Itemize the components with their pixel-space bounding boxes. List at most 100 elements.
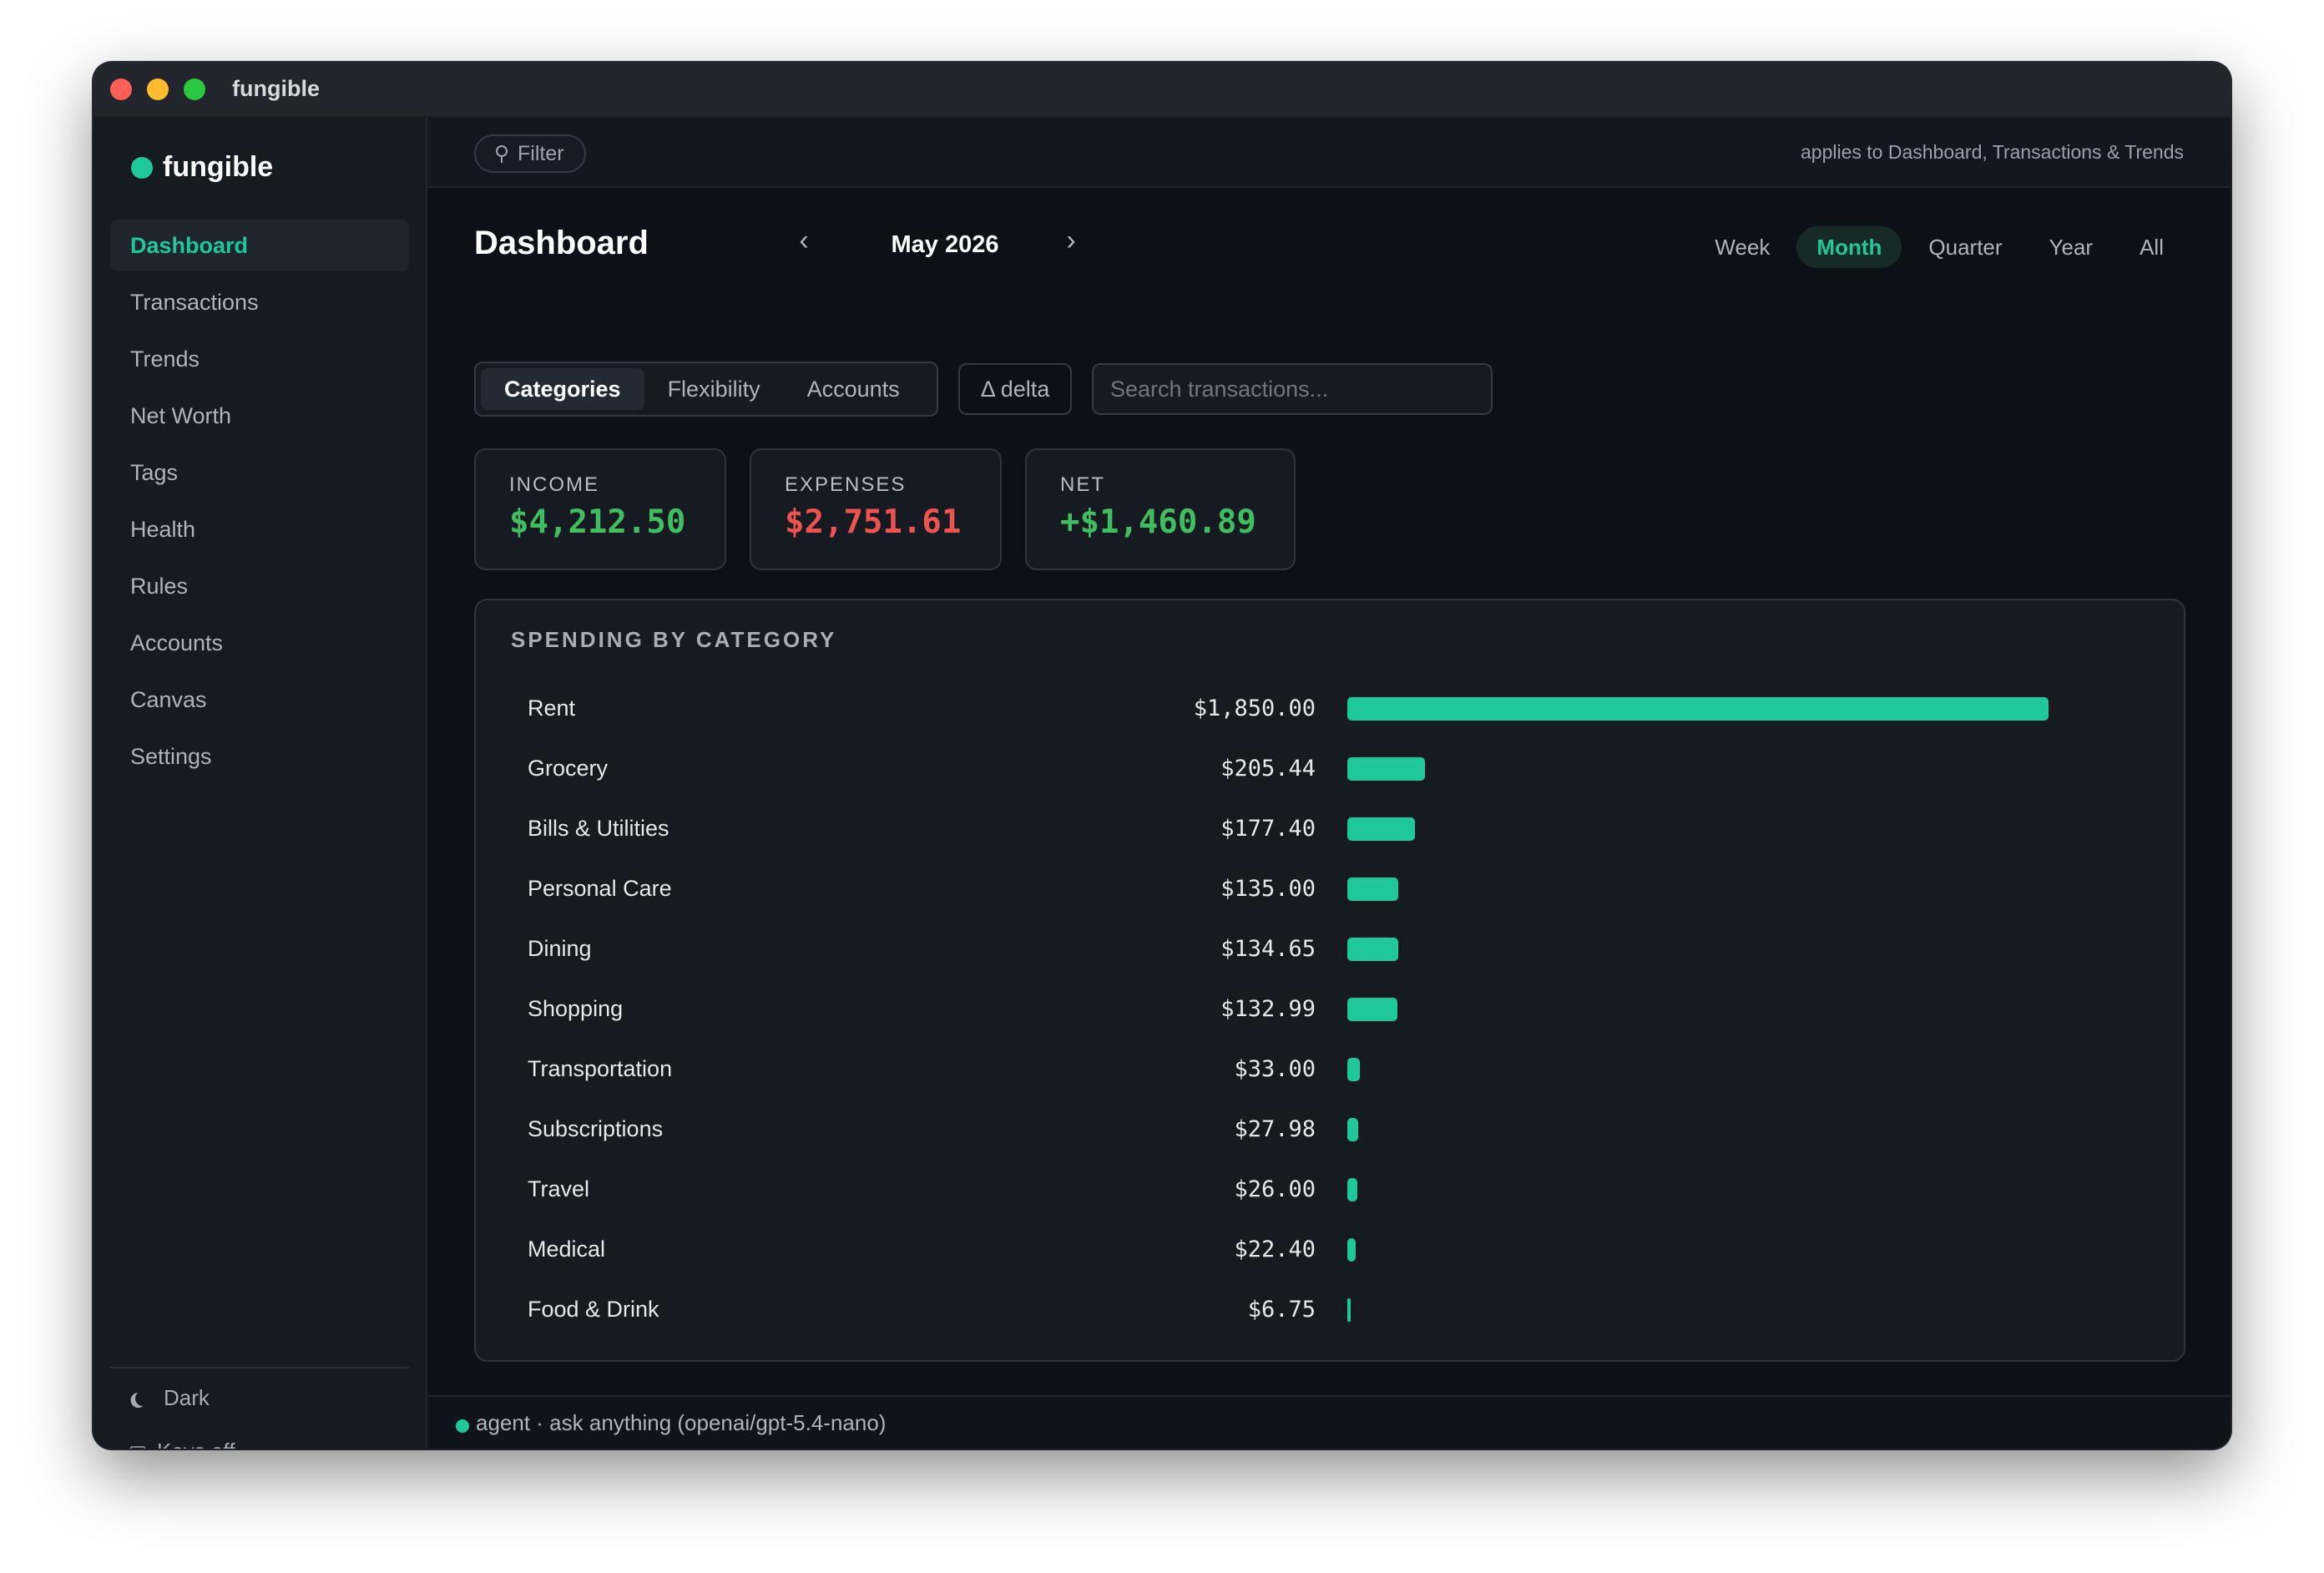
range-week[interactable]: Week (1715, 235, 1771, 260)
category-row[interactable]: Bills & Utilities $177.40 (476, 799, 2184, 859)
category-amount: $132.99 (1220, 996, 1316, 1022)
net-value: +$1,460.89 (1060, 503, 1256, 541)
range-quarter[interactable]: Quarter (1928, 235, 2003, 260)
category-bar (1347, 1178, 1357, 1201)
theme-toggle-label: Dark (164, 1385, 210, 1410)
title-bar: fungible (93, 63, 2231, 118)
category-amount: $1,850.00 (1193, 695, 1316, 721)
category-bar (1347, 1298, 1351, 1322)
search-input[interactable] (1092, 363, 1493, 415)
net-label: NET (1060, 473, 1105, 496)
sidebar-nav: Dashboard Transactions Trends Net Worth Tags… (110, 220, 409, 787)
brand-logo-icon (131, 156, 153, 179)
category-bar (1347, 1058, 1360, 1081)
category-name: Medical (528, 1237, 606, 1262)
category-name: Subscriptions (528, 1116, 664, 1141)
close-window-button[interactable] (110, 78, 132, 100)
sidebar-item-accounts[interactable]: Accounts (130, 630, 224, 655)
filter-button-label: Filter (518, 141, 564, 165)
agent-bar[interactable]: agent · ask anything (openai/gpt-5.4-nan… (427, 1395, 2231, 1449)
tab-flexibility[interactable]: Flexibility (667, 377, 760, 402)
delta-toggle-button[interactable]: Δ delta (958, 363, 1072, 415)
income-value: $4,212.50 (509, 503, 686, 541)
page-title: Dashboard (474, 225, 649, 261)
filter-bar: Filter applies to Dashboard, Transaction… (427, 118, 2231, 188)
filter-button[interactable]: Filter (474, 134, 586, 173)
category-bar (1347, 998, 1397, 1021)
category-row[interactable]: Medical $22.40 (476, 1220, 2184, 1280)
sidebar-item-canvas[interactable]: Canvas (130, 687, 207, 712)
category-row[interactable]: Grocery $205.44 (476, 739, 2184, 799)
category-amount: $205.44 (1220, 756, 1316, 781)
brand: fungible (131, 151, 273, 184)
category-row[interactable]: Travel $26.00 (476, 1160, 2184, 1220)
sidebar-item-health[interactable]: Health (130, 517, 196, 542)
app-window: fungible fungible Dashboard Transactions T… (93, 63, 2231, 1449)
category-row[interactable]: Subscriptions $27.98 (476, 1100, 2184, 1160)
range-year[interactable]: Year (2049, 235, 2094, 260)
category-name: Shopping (528, 996, 624, 1021)
agent-status-dot (456, 1419, 469, 1433)
zoom-window-button[interactable] (184, 78, 205, 100)
category-name: Transportation (528, 1056, 673, 1081)
category-amount: $177.40 (1220, 816, 1316, 842)
expenses-card: EXPENSES $2,751.61 (750, 448, 1002, 570)
category-name: Grocery (528, 756, 609, 781)
keys-toggle[interactable]: Keys off (130, 1439, 235, 1449)
sidebar-divider (110, 1367, 409, 1368)
sidebar-item-transactions[interactable]: Transactions (130, 290, 259, 315)
category-row[interactable]: Food & Drink $6.75 (476, 1280, 2184, 1340)
view-tabs: Categories Flexibility Accounts (474, 362, 938, 417)
current-period: May 2026 (891, 231, 999, 258)
main-content: Filter applies to Dashboard, Transaction… (427, 118, 2231, 1449)
category-amount: $134.65 (1220, 936, 1316, 962)
category-row[interactable]: Personal Care $135.00 (476, 859, 2184, 919)
tab-categories[interactable]: Categories (481, 368, 644, 410)
keys-toggle-label: Keys off (157, 1439, 235, 1449)
filter-pin-icon (496, 145, 508, 163)
brand-name: fungible (163, 151, 274, 183)
category-row[interactable]: Shopping $132.99 (476, 979, 2184, 1039)
sidebar-item-net-worth[interactable]: Net Worth (130, 403, 232, 428)
expenses-value: $2,751.61 (785, 503, 962, 541)
category-amount: $22.40 (1234, 1237, 1316, 1262)
sidebar-item-trends[interactable]: Trends (130, 346, 200, 372)
range-all[interactable]: All (2140, 235, 2164, 260)
category-row[interactable]: Dining $134.65 (476, 919, 2184, 979)
spending-by-category-card: SPENDING BY CATEGORY Rent $1,850.00 Grocer… (474, 599, 2185, 1362)
net-card: NET +$1,460.89 (1025, 448, 1296, 570)
income-label: INCOME (509, 473, 599, 496)
sidebar: fungible Dashboard Transactions Trends Net … (93, 118, 427, 1449)
category-list: Rent $1,850.00 Grocery $205.44 Bills & Utili… (476, 679, 2184, 1340)
category-bar (1347, 757, 1425, 781)
window-title: fungible (232, 76, 320, 101)
category-amount: $27.98 (1234, 1116, 1316, 1142)
category-bar (1347, 697, 2049, 721)
category-bar (1347, 817, 1415, 841)
minimize-window-button[interactable] (147, 78, 169, 100)
sidebar-item-rules[interactable]: Rules (130, 574, 189, 599)
range-month[interactable]: Month (1796, 226, 1902, 268)
category-row[interactable]: Rent $1,850.00 (476, 679, 2184, 739)
category-name: Travel (528, 1176, 590, 1201)
next-period-button[interactable]: › (1066, 225, 1076, 256)
keyboard-icon (130, 1446, 145, 1449)
moon-icon (134, 1389, 152, 1407)
previous-period-button[interactable]: ‹ (799, 225, 809, 256)
sidebar-item-settings[interactable]: Settings (130, 744, 212, 769)
agent-prompt: agent · ask anything (openai/gpt-5.4-nan… (476, 1410, 887, 1435)
category-name: Dining (528, 936, 592, 961)
category-name: Personal Care (528, 876, 672, 901)
sidebar-item-dashboard[interactable]: Dashboard (110, 220, 409, 271)
category-name: Bills & Utilities (528, 816, 669, 841)
category-row[interactable]: Transportation $33.00 (476, 1039, 2184, 1100)
income-card: INCOME $4,212.50 (474, 448, 726, 570)
category-bar (1347, 1118, 1358, 1141)
range-selector: Week Month Quarter Year All (1688, 226, 2184, 268)
category-name: Food & Drink (528, 1297, 659, 1322)
sidebar-item-tags[interactable]: Tags (130, 460, 179, 485)
category-amount: $6.75 (1247, 1297, 1316, 1323)
theme-toggle[interactable]: Dark (130, 1385, 210, 1411)
tab-accounts[interactable]: Accounts (806, 377, 900, 402)
category-bar (1347, 938, 1398, 961)
